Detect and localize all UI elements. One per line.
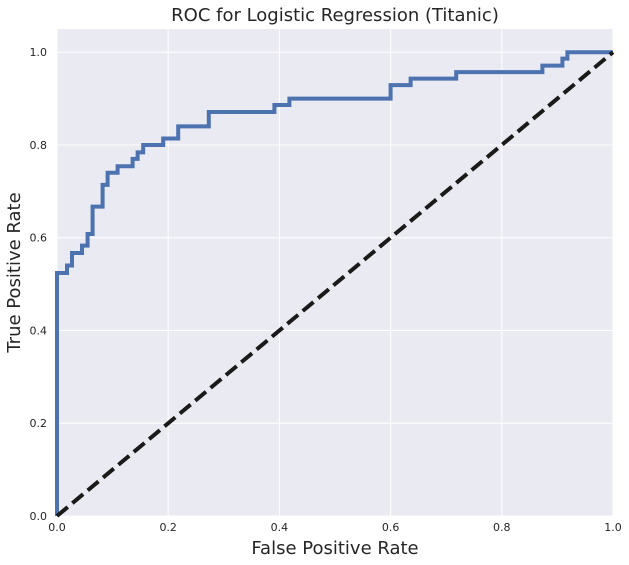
x-tick-label: 1.0 bbox=[604, 521, 622, 534]
x-tick-label: 0.4 bbox=[271, 521, 289, 534]
y-tick-label: 0.8 bbox=[30, 139, 48, 152]
x-tick-label: 0.8 bbox=[493, 521, 511, 534]
y-tick-label: 0.0 bbox=[30, 510, 48, 523]
x-axis-title: False Positive Rate bbox=[251, 538, 418, 559]
y-tick-label: 0.6 bbox=[30, 232, 48, 245]
y-tick-label: 0.2 bbox=[30, 417, 48, 430]
x-tick-label: 0.2 bbox=[159, 521, 177, 534]
chart-title: ROC for Logistic Regression (Titanic) bbox=[171, 5, 499, 26]
y-tick-label: 1.0 bbox=[30, 46, 48, 59]
series-layer bbox=[55, 50, 615, 518]
chance-diagonal-line bbox=[55, 50, 615, 518]
y-axis-title: True Positive Rate bbox=[4, 192, 25, 353]
plot-area bbox=[57, 29, 613, 516]
x-tick-labels: 0.0 0.2 0.4 0.6 0.8 1.0 bbox=[48, 521, 622, 534]
roc-curve-line bbox=[55, 50, 613, 516]
y-tick-labels: 0.0 0.2 0.4 0.6 0.8 1.0 bbox=[30, 46, 48, 523]
x-tick-label: 0.6 bbox=[382, 521, 400, 534]
y-tick-label: 0.4 bbox=[30, 324, 48, 337]
x-tick-label: 0.0 bbox=[48, 521, 66, 534]
